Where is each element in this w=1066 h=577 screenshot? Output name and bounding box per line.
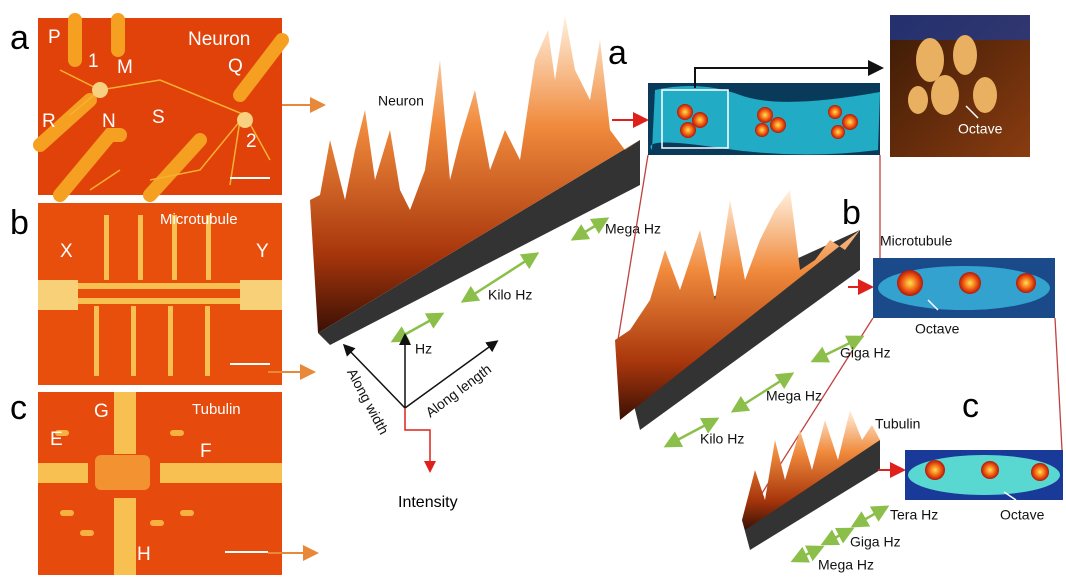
octave-map bbox=[648, 83, 880, 155]
panel-label: c bbox=[10, 389, 27, 427]
octave-label: Octave bbox=[1000, 507, 1045, 523]
marker: F bbox=[200, 441, 212, 462]
marker: R bbox=[42, 111, 56, 132]
marker: X bbox=[60, 241, 73, 262]
octave-label: Octave bbox=[915, 321, 960, 337]
marker: 2 bbox=[246, 131, 257, 152]
marker: 1 bbox=[88, 51, 99, 72]
scale-label: Mega Hz bbox=[818, 557, 874, 573]
axis-label: Hz bbox=[415, 341, 432, 357]
scale-label: Giga Hz bbox=[850, 534, 901, 550]
marker: E bbox=[50, 429, 63, 450]
scale-label: Giga Hz bbox=[840, 345, 891, 361]
panel-title: Neuron bbox=[188, 29, 250, 50]
panel-title: Tubulin bbox=[875, 416, 920, 432]
marker: Q bbox=[228, 56, 243, 77]
scale-label: Mega Hz bbox=[766, 388, 822, 404]
axis-label: Intensity bbox=[398, 494, 458, 511]
marker: P bbox=[48, 27, 61, 48]
panel-label: b bbox=[10, 204, 29, 242]
octave-map bbox=[905, 450, 1063, 500]
marker: G bbox=[94, 401, 109, 422]
landscape-title: Neuron bbox=[378, 93, 424, 109]
tubulin-image bbox=[38, 392, 282, 575]
marker: Y bbox=[256, 241, 269, 262]
scale-label: Kilo Hz bbox=[488, 287, 532, 303]
scale-label: Mega Hz bbox=[605, 221, 661, 237]
scale-label: Tera Hz bbox=[890, 507, 938, 523]
panel-title: Microtubule bbox=[880, 233, 953, 249]
octave-label: Octave bbox=[958, 121, 1003, 137]
panel-label: a bbox=[10, 19, 29, 57]
panel-title: Tubulin bbox=[192, 401, 241, 418]
marker: H bbox=[137, 544, 151, 565]
panel-title: Microtubule bbox=[160, 211, 238, 228]
marker: S bbox=[152, 107, 165, 128]
marker: N bbox=[102, 111, 116, 132]
panel-label: a bbox=[608, 34, 627, 72]
scale-label: Kilo Hz bbox=[700, 431, 744, 447]
microtubule-image bbox=[38, 203, 282, 385]
marker: M bbox=[117, 57, 133, 78]
tubulin-landscape bbox=[742, 410, 880, 550]
octave-map bbox=[873, 258, 1055, 318]
neuron-landscape bbox=[310, 15, 640, 345]
panel-label: b bbox=[842, 194, 861, 232]
figure: a Neuron P 1 M Q R N S 2 b Microtubule X… bbox=[0, 0, 1066, 577]
axis-label: Along width bbox=[344, 366, 392, 437]
panel-label: c bbox=[962, 387, 979, 425]
